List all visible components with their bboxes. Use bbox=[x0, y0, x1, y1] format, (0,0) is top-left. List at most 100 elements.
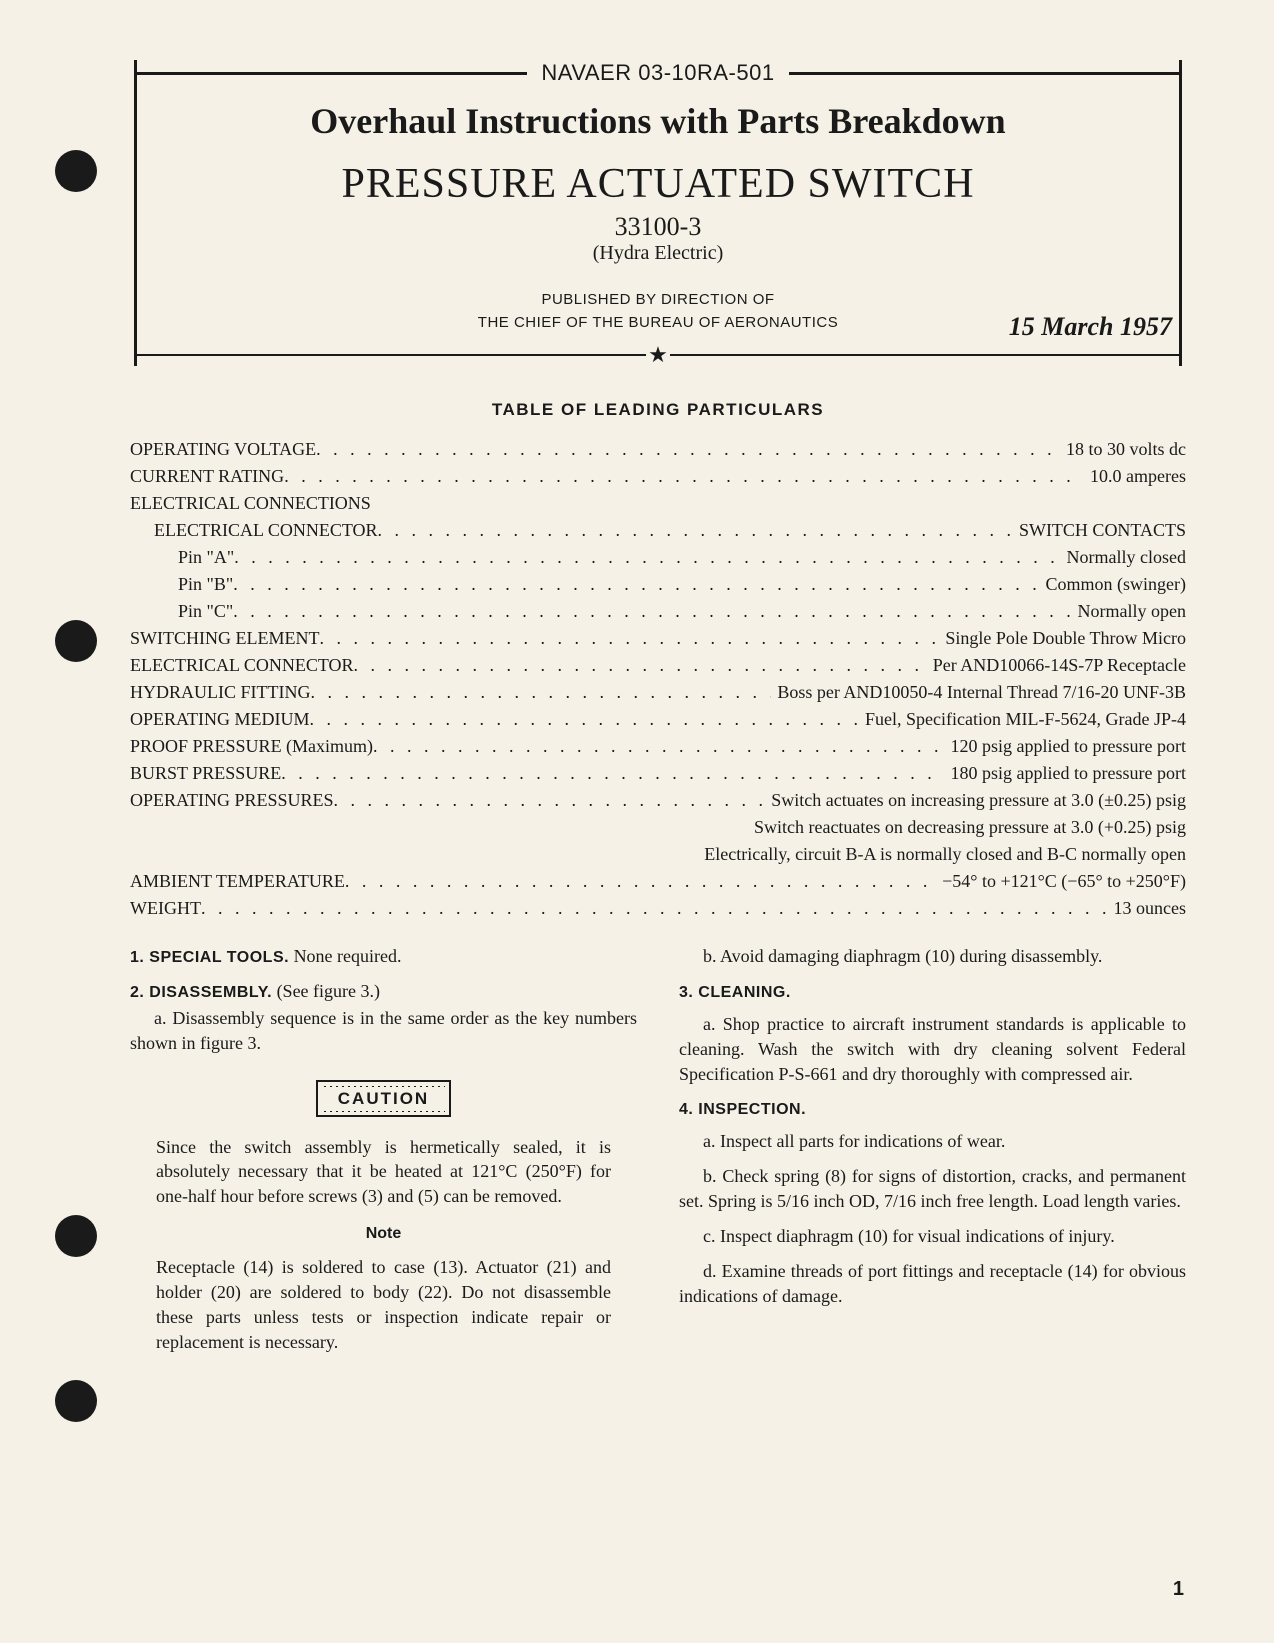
particulars-row: SWITCHING ELEMENTSingle Pole Double Thro… bbox=[130, 625, 1186, 652]
particulars-row: OPERATING VOLTAGE 18 to 30 volts dc bbox=[130, 436, 1186, 463]
leader-dots bbox=[319, 625, 939, 652]
particulars-label: ELECTRICAL CONNECTIONS bbox=[130, 490, 371, 517]
punch-hole bbox=[55, 150, 97, 192]
particulars-row: HYDRAULIC FITTINGBoss per AND10050-4 Int… bbox=[130, 679, 1186, 706]
publication-date: 15 March 1957 bbox=[1009, 312, 1172, 342]
section-4-d: d. Examine threads of port fittings and … bbox=[679, 1259, 1186, 1309]
leader-dots bbox=[378, 517, 1013, 544]
section-1: 1. SPECIAL TOOLS. None required. bbox=[130, 944, 637, 969]
rule-segment bbox=[134, 354, 646, 356]
particulars-label: ELECTRICAL CONNECTOR bbox=[130, 517, 378, 544]
leader-dots bbox=[334, 787, 766, 814]
particulars-value: 13 ounces bbox=[1108, 895, 1186, 922]
section-2-head: 2. DISASSEMBLY. bbox=[130, 984, 272, 1001]
particulars-value: 18 to 30 volts dc bbox=[1060, 436, 1186, 463]
particulars-label: CURRENT RATING bbox=[130, 463, 284, 490]
note-label: Note bbox=[130, 1223, 637, 1245]
particulars-value: −54° to +121°C (−65° to +250°F) bbox=[936, 868, 1186, 895]
caution-box: CAUTION bbox=[316, 1080, 451, 1117]
header-box: NAVAER 03-10RA-501 Overhaul Instructions… bbox=[134, 60, 1182, 366]
particulars-label: OPERATING VOLTAGE bbox=[130, 436, 316, 463]
section-3-head: 3. CLEANING. bbox=[679, 984, 791, 1001]
particulars-label: WEIGHT bbox=[130, 895, 201, 922]
section-4-head: 4. INSPECTION. bbox=[679, 1101, 806, 1118]
particulars-label: AMBIENT TEMPERATURE bbox=[130, 868, 345, 895]
section-2-text: (See figure 3.) bbox=[272, 981, 380, 1001]
leader-dots bbox=[345, 868, 936, 895]
rule-segment bbox=[134, 72, 527, 75]
top-rule: NAVAER 03-10RA-501 bbox=[134, 60, 1182, 86]
note-text: Receptacle (14) is soldered to case (13)… bbox=[130, 1255, 637, 1354]
title-line-2: PRESSURE ACTUATED SWITCH bbox=[134, 160, 1182, 208]
leader-dots bbox=[354, 652, 927, 679]
section-4-b: b. Check spring (8) for signs of distort… bbox=[679, 1164, 1186, 1214]
particulars-table: OPERATING VOLTAGE18 to 30 volts dcCURREN… bbox=[130, 436, 1186, 814]
particulars-value: Boss per AND10050-4 Internal Thread 7/16… bbox=[771, 679, 1186, 706]
op-pressure-note-1: Switch reactuates on decreasing pressure… bbox=[130, 814, 1186, 841]
star-icon: ★ bbox=[646, 344, 670, 366]
particulars-row: Pin "C" Normally open bbox=[130, 598, 1186, 625]
particulars-row: ELECTRICAL CONNECTOR SWITCH CONTACTS bbox=[130, 517, 1186, 544]
particulars-row: AMBIENT TEMPERATURE −54° to +121°C (−65° … bbox=[130, 868, 1186, 895]
particulars-label: ELECTRICAL CONNECTOR bbox=[130, 652, 354, 679]
particulars-label: OPERATING PRESSURES bbox=[130, 787, 334, 814]
section-2: 2. DISASSEMBLY. (See figure 3.) bbox=[130, 979, 637, 1004]
leader-dots bbox=[284, 463, 1084, 490]
particulars-row: Pin "B" Common (swinger) bbox=[130, 571, 1186, 598]
particulars-label: Pin "A" bbox=[130, 544, 234, 571]
rule-segment bbox=[670, 354, 1182, 356]
particulars-label: Pin "B" bbox=[130, 571, 233, 598]
leader-dots bbox=[316, 436, 1060, 463]
particulars-value: 10.0 amperes bbox=[1084, 463, 1186, 490]
punch-hole bbox=[55, 1215, 97, 1257]
particulars-table-tail: AMBIENT TEMPERATURE −54° to +121°C (−65° … bbox=[130, 868, 1186, 922]
section-2-a: a. Disassembly sequence is in the same o… bbox=[130, 1006, 637, 1056]
particulars-label: Pin "C" bbox=[130, 598, 233, 625]
section-4-c: c. Inspect diaphragm (10) for visual ind… bbox=[679, 1224, 1186, 1249]
table-title: TABLE OF LEADING PARTICULARS bbox=[130, 400, 1186, 420]
particulars-value: 180 psig applied to pressure port bbox=[945, 760, 1186, 787]
title-line-1: Overhaul Instructions with Parts Breakdo… bbox=[134, 100, 1182, 142]
particulars-label: BURST PRESSURE bbox=[130, 760, 281, 787]
page: NAVAER 03-10RA-501 Overhaul Instructions… bbox=[0, 0, 1274, 1405]
document-number: NAVAER 03-10RA-501 bbox=[527, 60, 788, 86]
section-1-head: 1. SPECIAL TOOLS. bbox=[130, 949, 289, 966]
rule-vertical-right bbox=[1179, 60, 1182, 366]
page-number: 1 bbox=[1173, 1578, 1184, 1601]
particulars-value: Switch actuates on increasing pressure a… bbox=[765, 787, 1186, 814]
caution-label: CAUTION bbox=[338, 1089, 429, 1108]
particulars-value: Normally closed bbox=[1061, 544, 1186, 571]
particulars-value: Single Pole Double Throw Micro bbox=[939, 625, 1186, 652]
particulars-value: Per AND10066-14S-7P Receptacle bbox=[927, 652, 1186, 679]
part-number: 33100-3 bbox=[134, 212, 1182, 242]
section-3: 3. CLEANING. bbox=[679, 979, 1186, 1004]
particulars-row: CURRENT RATING 10.0 amperes bbox=[130, 463, 1186, 490]
section-2-b: b. Avoid damaging diaphragm (10) during … bbox=[679, 944, 1186, 969]
particulars-label: PROOF PRESSURE (Maximum) bbox=[130, 733, 373, 760]
particulars-row: ELECTRICAL CONNECTIONS bbox=[130, 490, 1186, 517]
right-column: b. Avoid damaging diaphragm (10) during … bbox=[679, 944, 1186, 1365]
rule-segment bbox=[789, 72, 1182, 75]
leader-dots bbox=[281, 760, 944, 787]
section-4-a: a. Inspect all parts for indications of … bbox=[679, 1129, 1186, 1154]
leader-dots bbox=[233, 598, 1071, 625]
leader-dots bbox=[310, 679, 771, 706]
particulars-value: SWITCH CONTACTS bbox=[1013, 517, 1186, 544]
punch-hole bbox=[55, 1380, 97, 1422]
particulars-value: Normally open bbox=[1072, 598, 1186, 625]
leader-dots bbox=[373, 733, 944, 760]
particulars-row: BURST PRESSURE 180 psig applied to pressu… bbox=[130, 760, 1186, 787]
manufacturer: (Hydra Electric) bbox=[134, 242, 1182, 265]
particulars-row: OPERATING PRESSURES Switch actuates on in… bbox=[130, 787, 1186, 814]
punch-hole bbox=[55, 620, 97, 662]
particulars-row: OPERATING MEDIUMFuel, Specification MIL-… bbox=[130, 706, 1186, 733]
particulars-value: Common (swinger) bbox=[1040, 571, 1186, 598]
leader-dots bbox=[234, 544, 1060, 571]
particulars-value: 120 psig applied to pressure port bbox=[945, 733, 1186, 760]
particulars-row: ELECTRICAL CONNECTOR Per AND10066-14S-7P … bbox=[130, 652, 1186, 679]
particulars-row: Pin "A" Normally closed bbox=[130, 544, 1186, 571]
rule-vertical-left bbox=[134, 60, 137, 366]
leader-dots bbox=[233, 571, 1039, 598]
leader-dots bbox=[310, 706, 860, 733]
published-line-1: PUBLISHED BY DIRECTION OF bbox=[134, 289, 1182, 312]
